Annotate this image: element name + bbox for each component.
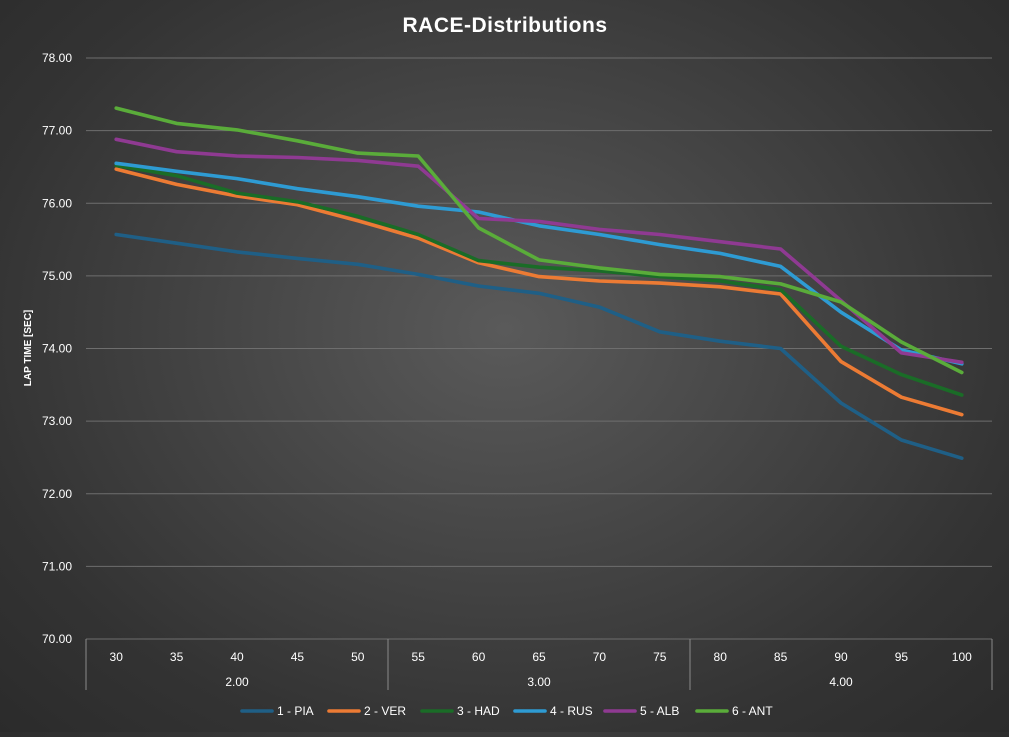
x-tick-label: 80 (714, 650, 728, 664)
series-line-5 (114, 137, 964, 365)
chart-title: RACE-Distributions (403, 14, 608, 37)
x-group-label: 3.00 (527, 675, 551, 689)
grid-layer (86, 57, 992, 640)
x-tick-label: 55 (412, 650, 426, 664)
x-tick-label: 75 (653, 650, 667, 664)
series-line-3 (114, 163, 964, 397)
legend-label: 6 - ANT (732, 704, 773, 718)
series-line-2 (114, 167, 964, 417)
x-tick-label: 65 (532, 650, 546, 664)
legend-label: 4 - RUS (550, 704, 593, 718)
x-group-label: 2.00 (225, 675, 249, 689)
y-tick-label: 76.00 (42, 196, 72, 210)
x-tick-label: 50 (351, 650, 365, 664)
legend-label: 5 - ALB (640, 704, 679, 718)
x-tick-label: 45 (291, 650, 305, 664)
y-tick-label: 78.00 (42, 51, 72, 65)
x-tick-label: 90 (834, 650, 848, 664)
series-layer (114, 106, 964, 461)
series-line-1 (114, 232, 964, 461)
x-tick-label: 70 (593, 650, 607, 664)
legend-label: 3 - HAD (457, 704, 500, 718)
x-tick-label: 35 (170, 650, 184, 664)
series-line-6 (114, 106, 964, 375)
x-tick-label: 40 (230, 650, 244, 664)
y-tick-label: 70.00 (42, 632, 72, 646)
y-tick-label: 71.00 (42, 559, 72, 573)
x-group-label: 4.00 (829, 675, 853, 689)
x-tick-label: 100 (952, 650, 972, 664)
x-tick-label: 60 (472, 650, 486, 664)
legend-label: 1 - PIA (277, 704, 314, 718)
y-axis-label: LAP TIME [SEC] (23, 310, 34, 386)
x-tick-label: 95 (895, 650, 909, 664)
x-tick-label: 85 (774, 650, 788, 664)
axis-layer: 70.00 71.00 72.00 73.00 74.00 75.00 76.00 77.00… (42, 51, 993, 690)
y-tick-label: 72.00 (42, 487, 72, 501)
y-tick-label: 75.00 (42, 269, 72, 283)
y-tick-label: 74.00 (42, 342, 72, 356)
legend-label: 2 - VER (364, 704, 406, 718)
y-tick-label: 77.00 (42, 124, 72, 138)
y-tick-label: 73.00 (42, 414, 72, 428)
x-tick-label: 30 (110, 650, 124, 664)
legend: 1 - PIA 2 - VER 3 - HAD 4 - RUS 5 - ALB 6 - A… (240, 704, 773, 718)
